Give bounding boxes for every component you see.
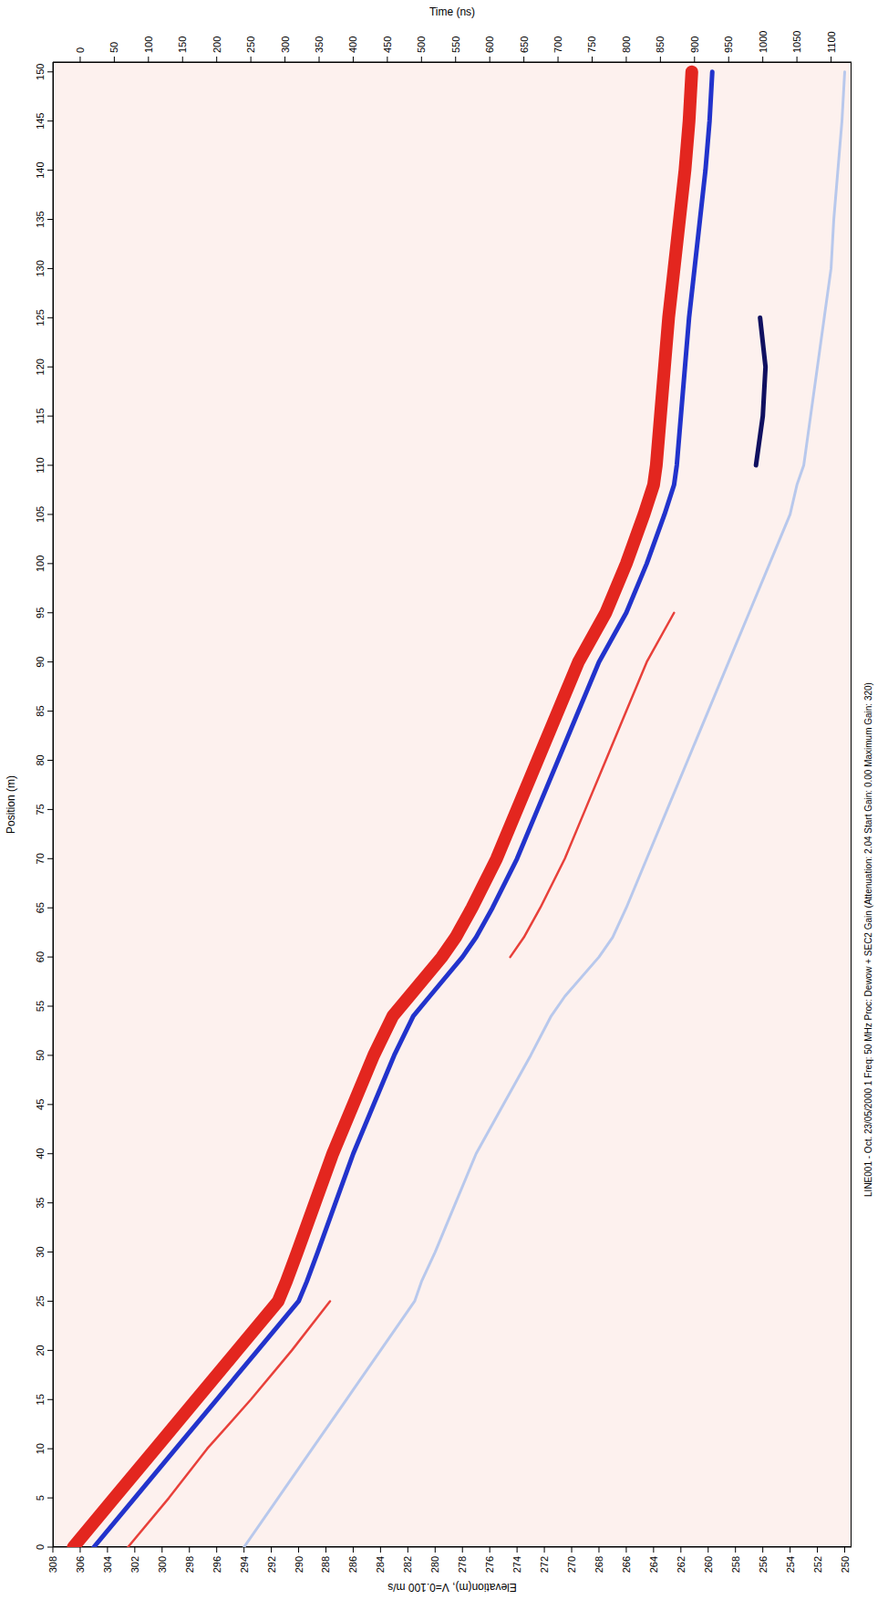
svg-text:75: 75 (34, 803, 46, 815)
svg-text:60: 60 (34, 950, 46, 962)
svg-text:300: 300 (279, 36, 291, 53)
svg-text:5: 5 (34, 1494, 46, 1500)
svg-text:650: 650 (518, 36, 530, 53)
svg-text:125: 125 (34, 309, 46, 326)
html-text:Time (ns): Time (ns) (429, 5, 476, 19)
svg-text:50: 50 (108, 41, 120, 53)
html-text:LINE001 - Oct. 23/05/2000 1 Fr: LINE001 - Oct. 23/05/2000 1 Freq: 50 MHz… (862, 682, 873, 1197)
svg-text:1100: 1100 (826, 30, 837, 53)
svg-text:80: 80 (34, 753, 46, 765)
svg-text:200: 200 (211, 36, 223, 53)
svg-text:256: 256 (757, 1555, 769, 1572)
svg-text:500: 500 (415, 36, 427, 53)
svg-text:450: 450 (382, 36, 393, 53)
svg-text:284: 284 (374, 1555, 386, 1572)
svg-text:100: 100 (143, 36, 155, 53)
svg-text:0: 0 (74, 47, 86, 53)
svg-text:20: 20 (34, 1343, 46, 1355)
svg-text:40: 40 (34, 1147, 46, 1159)
svg-text:288: 288 (320, 1555, 331, 1572)
svg-text:250: 250 (245, 36, 257, 53)
svg-text:110: 110 (34, 456, 46, 474)
svg-text:150: 150 (34, 63, 46, 81)
svg-text:700: 700 (552, 36, 564, 53)
svg-text:900: 900 (689, 36, 701, 53)
svg-text:950: 950 (722, 36, 734, 53)
svg-text:55: 55 (34, 1000, 46, 1012)
html-text:Elevation(m), V=0.100 m/s: Elevation(m), V=0.100 m/s (387, 1579, 517, 1593)
svg-text:30: 30 (34, 1245, 46, 1257)
svg-text:150: 150 (176, 36, 188, 53)
svg-text:25: 25 (34, 1294, 46, 1306)
svg-text:70: 70 (34, 852, 46, 864)
svg-text:266: 266 (620, 1555, 632, 1572)
svg-text:850: 850 (654, 36, 666, 53)
svg-text:350: 350 (313, 36, 325, 53)
svg-text:304: 304 (102, 1555, 114, 1572)
svg-text:282: 282 (402, 1555, 414, 1572)
svg-text:270: 270 (566, 1555, 578, 1572)
svg-text:302: 302 (129, 1555, 141, 1572)
svg-text:278: 278 (456, 1555, 468, 1572)
svg-text:130: 130 (34, 259, 46, 277)
svg-text:298: 298 (184, 1555, 196, 1572)
svg-text:300: 300 (156, 1555, 168, 1572)
svg-text:250: 250 (839, 1555, 851, 1572)
svg-text:260: 260 (702, 1555, 714, 1572)
svg-text:100: 100 (34, 555, 46, 572)
svg-text:294: 294 (238, 1555, 250, 1572)
svg-text:800: 800 (620, 36, 632, 53)
svg-text:306: 306 (74, 1555, 86, 1572)
svg-text:264: 264 (648, 1555, 660, 1572)
svg-text:550: 550 (450, 36, 462, 53)
svg-text:95: 95 (34, 607, 46, 619)
svg-text:254: 254 (784, 1555, 796, 1572)
svg-text:290: 290 (293, 1555, 305, 1572)
svg-text:308: 308 (47, 1555, 59, 1572)
svg-text:120: 120 (34, 358, 46, 375)
svg-text:15: 15 (34, 1393, 46, 1405)
svg-text:400: 400 (347, 36, 359, 53)
svg-text:276: 276 (484, 1555, 496, 1572)
svg-text:268: 268 (593, 1555, 605, 1572)
svg-text:135: 135 (34, 210, 46, 228)
svg-text:90: 90 (34, 656, 46, 668)
svg-text:45: 45 (34, 1098, 46, 1110)
svg-text:10: 10 (34, 1442, 46, 1454)
html-text:Position (m): Position (m) (4, 774, 18, 834)
svg-text:258: 258 (730, 1555, 742, 1572)
svg-text:50: 50 (34, 1049, 46, 1061)
svg-text:140: 140 (34, 161, 46, 178)
svg-text:0: 0 (34, 1543, 46, 1549)
svg-text:292: 292 (266, 1555, 278, 1572)
svg-text:252: 252 (812, 1555, 824, 1572)
svg-text:272: 272 (538, 1555, 550, 1572)
svg-text:286: 286 (347, 1555, 359, 1572)
svg-text:1000: 1000 (757, 30, 769, 53)
svg-text:750: 750 (586, 36, 598, 53)
svg-text:274: 274 (511, 1555, 523, 1572)
svg-text:600: 600 (484, 36, 496, 53)
svg-text:115: 115 (34, 407, 46, 424)
svg-text:35: 35 (34, 1197, 46, 1209)
svg-text:280: 280 (429, 1555, 441, 1572)
svg-text:85: 85 (34, 704, 46, 716)
svg-text:262: 262 (675, 1555, 687, 1572)
svg-text:65: 65 (34, 901, 46, 913)
svg-text:1050: 1050 (791, 30, 803, 53)
svg-text:145: 145 (34, 113, 46, 130)
svg-text:105: 105 (34, 505, 46, 523)
svg-text:296: 296 (211, 1555, 223, 1572)
